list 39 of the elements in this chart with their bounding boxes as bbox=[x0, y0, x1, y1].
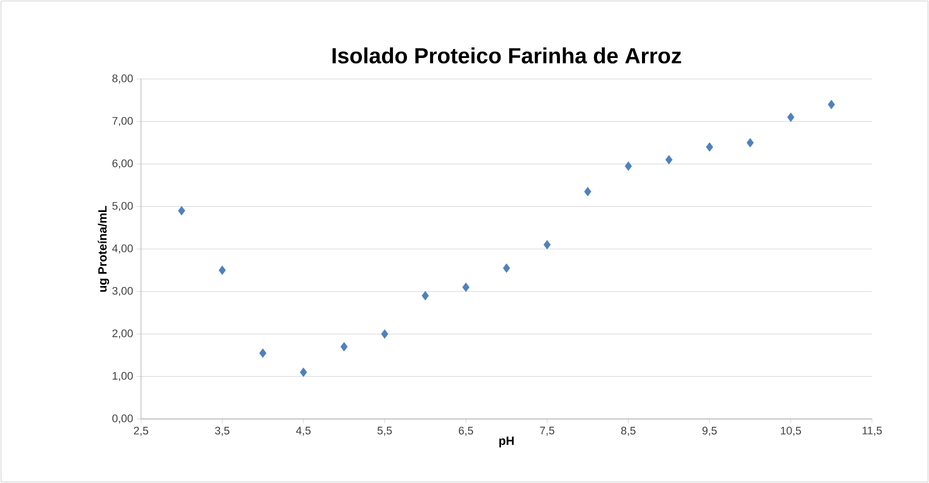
x-tick-label: 6,5 bbox=[458, 426, 474, 436]
point bbox=[746, 138, 754, 148]
y-tick-label: 1,00 bbox=[112, 372, 133, 382]
point bbox=[300, 368, 308, 377]
point bbox=[218, 266, 226, 275]
x-tick-label: 4,5 bbox=[296, 426, 311, 436]
point bbox=[706, 142, 714, 152]
y-tick-label: 3,00 bbox=[112, 286, 133, 296]
x-tick-label: 10,5 bbox=[780, 426, 801, 436]
point bbox=[462, 282, 470, 292]
x-tick-label: 8,5 bbox=[621, 426, 636, 436]
point bbox=[259, 348, 266, 358]
y-axis-title: ug Proteína/mL bbox=[98, 206, 110, 292]
point bbox=[828, 100, 835, 110]
point bbox=[544, 240, 551, 250]
x-tick-label: 11,5 bbox=[862, 426, 882, 436]
y-tick-label: 0,00 bbox=[112, 414, 133, 424]
y-tick-label: 5,00 bbox=[112, 202, 133, 212]
x-tick-label: 5,5 bbox=[377, 426, 392, 436]
point bbox=[502, 263, 510, 273]
x-tick-label: 2,5 bbox=[134, 426, 148, 436]
x-axis-title: pH bbox=[499, 436, 514, 448]
point bbox=[422, 291, 429, 300]
y-tick-label: 6,00 bbox=[112, 159, 133, 169]
x-tick-label: 7,5 bbox=[540, 426, 554, 436]
y-tick-label: 4,00 bbox=[112, 244, 133, 254]
point bbox=[665, 155, 673, 164]
y-tick-label: 2,00 bbox=[112, 329, 133, 339]
point bbox=[340, 342, 348, 352]
x-tick-label: 9,5 bbox=[702, 426, 717, 436]
point bbox=[178, 206, 186, 216]
point bbox=[584, 186, 592, 196]
y-tick-label: 8,00 bbox=[112, 74, 133, 84]
x-tick-label: 3,5 bbox=[215, 426, 230, 436]
point bbox=[787, 112, 794, 122]
point bbox=[381, 329, 388, 339]
point bbox=[624, 161, 632, 171]
chart-title: Isolado Proteico Farinha de Arroz bbox=[332, 47, 682, 64]
y-tick-label: 7,00 bbox=[112, 116, 133, 126]
